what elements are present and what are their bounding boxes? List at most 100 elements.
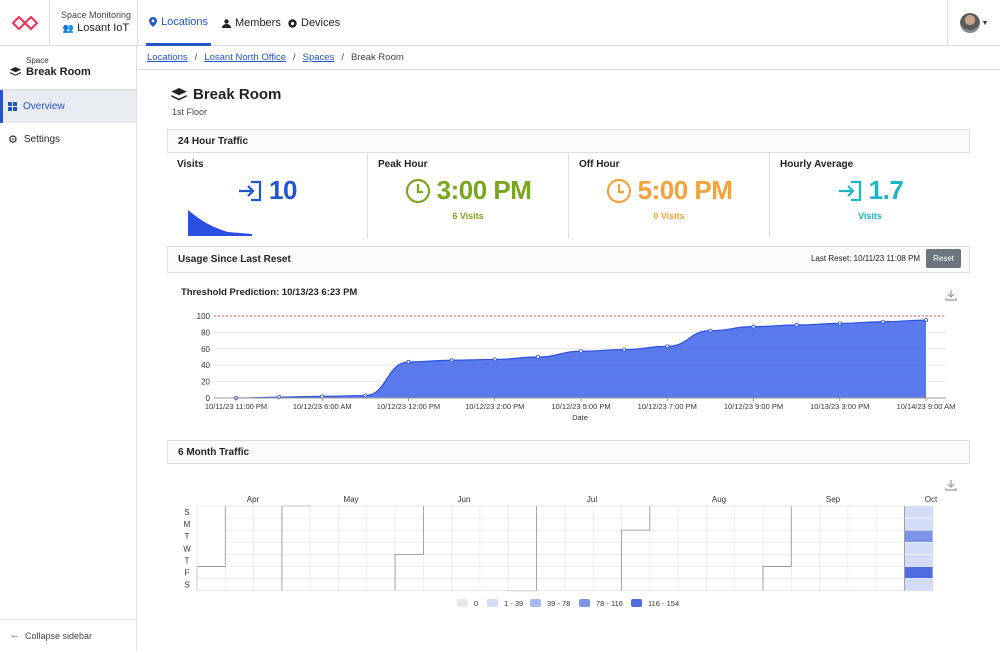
app-switcher[interactable]: Space Monitoring 👥 Losant IoT [56, 10, 136, 34]
heatmap-cell [479, 541, 509, 555]
stat-off-main: 5:00 PM [569, 175, 769, 206]
heatmap-cell [309, 554, 339, 567]
user-icon [222, 18, 231, 28]
heatmap-cell [423, 566, 452, 579]
heatmap-cell [875, 554, 905, 567]
stat-peak-main: 3:00 PM [368, 175, 568, 206]
heatmap-cell [649, 566, 679, 579]
heatmap-cell [762, 578, 792, 591]
data-point [708, 328, 713, 333]
data-point [492, 357, 497, 362]
y-tick-label: 60 [201, 345, 210, 354]
heatmap-cell [366, 541, 396, 555]
app-label: Space Monitoring [60, 10, 132, 20]
heatmap-cell [536, 517, 566, 531]
stat-visits: Visits 10 [167, 153, 368, 237]
heatmap-cell [394, 517, 424, 531]
heatmap-cell [734, 529, 764, 543]
download-icon[interactable] [945, 289, 957, 301]
tab-members[interactable]: Members [222, 0, 281, 46]
data-point [406, 359, 411, 364]
heatmap-cell [281, 529, 311, 543]
heatmap-cell [592, 578, 622, 591]
heatmap-cell [451, 578, 481, 591]
heatmap-cell [309, 505, 339, 519]
data-point [449, 358, 454, 363]
heatmap-cell [621, 554, 651, 567]
heatmap-cell [309, 578, 339, 591]
heatmap-cell [536, 566, 566, 579]
x-tick-label: 10/12/23 7:00 PM [638, 402, 697, 411]
heatmap-cell [904, 566, 934, 579]
sidebar-title: Break Room [26, 66, 91, 78]
losant-logo[interactable] [0, 0, 50, 46]
heatmap-cell [281, 505, 311, 519]
tab-locations[interactable]: Locations [146, 0, 211, 46]
tab-label: Devices [301, 17, 341, 29]
download-icon[interactable] [945, 479, 957, 491]
chart-title: Threshold Prediction: 10/13/23 6:23 PM [181, 287, 358, 298]
sidebar-item-settings[interactable]: ⚙ Settings [0, 123, 136, 156]
heatmap-cell [621, 541, 651, 555]
day-label: S [184, 581, 189, 590]
legend-label: 0 [474, 599, 478, 608]
heatmap-cell [423, 554, 452, 567]
heatmap-cell [224, 541, 254, 555]
heatmap-cell [507, 541, 537, 555]
day-label: T [185, 532, 190, 541]
reset-button[interactable]: Reset [926, 249, 961, 268]
tab-devices[interactable]: Devices [288, 0, 340, 46]
stat-label: Off Hour [579, 159, 620, 170]
breadcrumb-locations[interactable]: Locations [147, 52, 188, 63]
breadcrumb-office[interactable]: Losant North Office [204, 52, 286, 63]
month-label: Jun [458, 495, 471, 504]
data-point [622, 347, 627, 352]
usage-heading: Usage Since Last Reset [178, 254, 291, 265]
heatmap-cell [507, 505, 537, 519]
heatmap-cell [366, 554, 396, 567]
x-tick-label: 10/12/23 12:00 PM [377, 402, 440, 411]
heatmap-cell [734, 578, 764, 591]
heatmap-cell [677, 541, 707, 555]
heatmap-cell [394, 529, 424, 543]
heatmap-cell [677, 566, 707, 579]
heatmap-cell [451, 529, 481, 543]
heatmap-cell [394, 505, 424, 519]
sidebar-header: Space Break Room [0, 46, 136, 90]
heatmap-cell [281, 566, 311, 579]
month-label: Sep [826, 495, 841, 504]
heatmap-cell [366, 529, 396, 543]
breadcrumb-spaces[interactable]: Spaces [302, 52, 335, 63]
heatmap-cell [790, 578, 820, 591]
data-point [924, 318, 929, 323]
data-point [837, 321, 842, 326]
heatmap-cell [790, 505, 820, 519]
usage-panel-header: Usage Since Last Reset Last Reset: 10/11… [167, 246, 970, 273]
sidebar-item-overview[interactable]: Overview [0, 90, 136, 123]
heatmap-cell [875, 578, 905, 591]
heatmap-cell [875, 566, 905, 579]
collapse-label: Collapse sidebar [25, 630, 93, 641]
breadcrumb-current: Break Room [350, 52, 404, 63]
heatmap-cell [592, 529, 622, 543]
heatmap-cell [338, 566, 368, 579]
heatmap-cell [507, 529, 537, 543]
heatmap-cell [338, 517, 368, 531]
heatmap-cell [338, 578, 368, 591]
heatmap-cell [253, 529, 283, 543]
month-boundary [394, 506, 424, 591]
heatmap-cell [762, 529, 792, 543]
data-point [578, 349, 583, 354]
heatmap-cell [706, 554, 736, 567]
legend-swatch [457, 599, 468, 607]
heatmap-cell [790, 529, 820, 543]
heatmap-cell [790, 566, 820, 579]
heatmap-cell [423, 505, 452, 519]
user-menu[interactable]: ▼ [947, 0, 1000, 46]
legend-label: 116 - 154 [648, 599, 679, 608]
users-icon: 👥 [62, 22, 75, 33]
breadcrumb-separator: / [341, 52, 344, 63]
month-label: Oct [925, 495, 938, 504]
collapse-sidebar-button[interactable]: ← Collapse sidebar [0, 619, 136, 651]
heatmap-cell [366, 578, 396, 591]
